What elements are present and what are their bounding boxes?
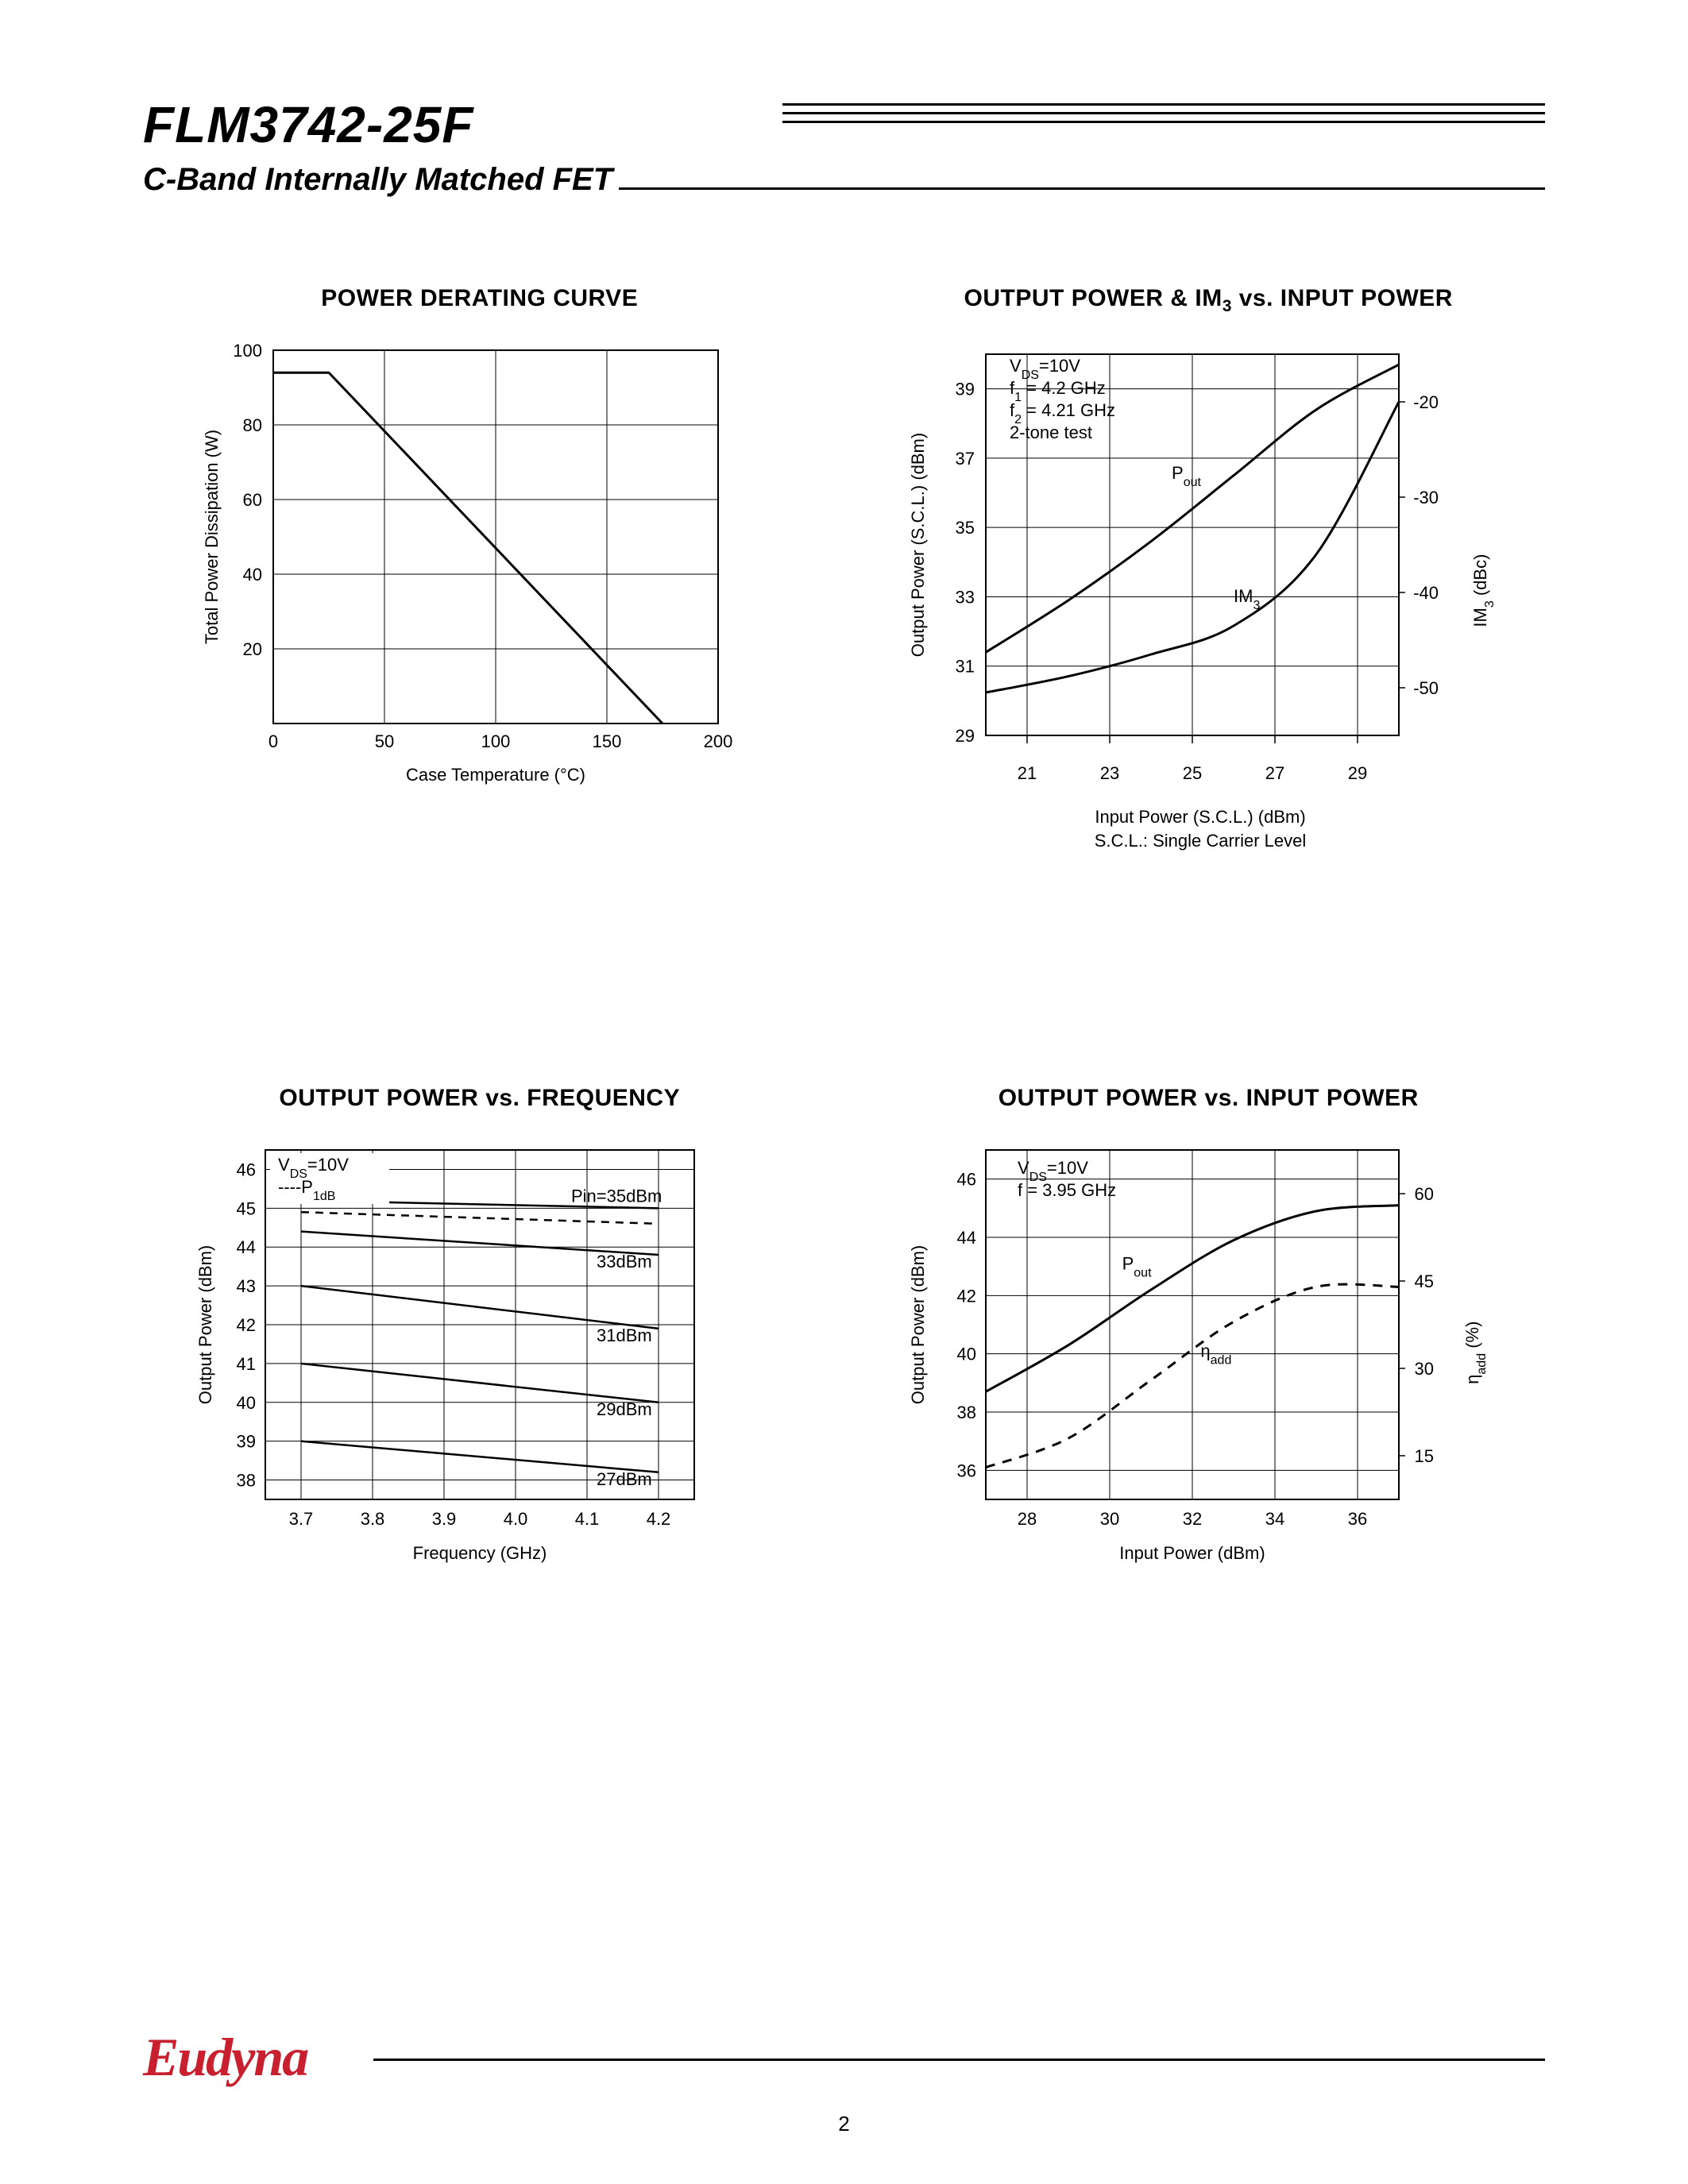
svg-text:100: 100 — [233, 341, 262, 361]
svg-text:Input Power (dBm): Input Power (dBm) — [1120, 1543, 1265, 1563]
chart1-title: POWER DERATING CURVE — [321, 285, 638, 312]
svg-text:ηadd (%): ηadd (%) — [1462, 1322, 1489, 1384]
svg-text:37: 37 — [956, 449, 975, 469]
svg-text:f = 3.95 GHz: f = 3.95 GHz — [1018, 1180, 1116, 1200]
svg-text:Frequency (GHz): Frequency (GHz) — [412, 1543, 547, 1563]
svg-text:25: 25 — [1183, 763, 1202, 783]
svg-text:200: 200 — [703, 731, 732, 751]
svg-text:28: 28 — [1018, 1509, 1037, 1529]
svg-text:36: 36 — [1348, 1509, 1367, 1529]
svg-text:0: 0 — [268, 731, 278, 751]
chart-im3: OUTPUT POWER & IM3 vs. INPUT POWER 21232… — [872, 285, 1546, 910]
chart-power-derating: POWER DERATING CURVE 0 50 100 150 200 20 40 60 8… — [143, 285, 817, 910]
svg-text:Input Power (S.C.L.) (dBm): Input Power (S.C.L.) (dBm) — [1095, 807, 1306, 827]
svg-text:-20: -20 — [1413, 392, 1439, 412]
svg-text:Output Power (S.C.L.) (dBm): Output Power (S.C.L.) (dBm) — [908, 433, 928, 657]
svg-text:40: 40 — [957, 1345, 976, 1364]
chart2-svg: 21 23 25 27 29 29 31 33 35 37 39 -50 -40 -30 -20 Input … — [890, 338, 1526, 910]
svg-text:23: 23 — [1100, 763, 1119, 783]
svg-text:33: 33 — [956, 587, 975, 607]
svg-text:32: 32 — [1183, 1509, 1202, 1529]
chart-pout-pin: OUTPUT POWER vs. INPUT POWER 28 30 32 34 36 3… — [872, 1085, 1546, 1611]
chart3-title: OUTPUT POWER vs. FREQUENCY — [279, 1085, 680, 1112]
svg-text:2-tone test: 2-tone test — [1010, 423, 1092, 442]
svg-text:IM3: IM3 — [1234, 586, 1260, 612]
svg-text:29: 29 — [956, 726, 975, 746]
svg-text:34: 34 — [1265, 1509, 1284, 1529]
svg-text:40: 40 — [236, 1393, 255, 1413]
svg-text:45: 45 — [236, 1198, 255, 1218]
svg-text:33dBm: 33dBm — [597, 1252, 652, 1271]
svg-text:46: 46 — [957, 1170, 976, 1190]
svg-text:ηadd: ηadd — [1201, 1341, 1232, 1367]
svg-text:44: 44 — [957, 1228, 976, 1248]
svg-text:-40: -40 — [1413, 583, 1439, 603]
footer-rule — [373, 2059, 1545, 2061]
svg-text:35: 35 — [956, 518, 975, 538]
header-rules — [782, 103, 1545, 123]
svg-text:60: 60 — [1415, 1184, 1434, 1204]
svg-text:Total Power Dissipation (W): Total Power Dissipation (W) — [202, 430, 222, 644]
chart4-svg: 28 30 32 34 36 36 38 40 42 44 46 15 30 45 60 Input Powe… — [890, 1134, 1526, 1611]
chart1-svg: 0 50 100 150 200 20 40 60 80 100 Case Temperature … — [186, 334, 774, 827]
svg-text:Pout: Pout — [1122, 1253, 1152, 1279]
svg-text:3.7: 3.7 — [288, 1509, 313, 1529]
svg-text:20: 20 — [242, 639, 261, 659]
svg-text:39: 39 — [236, 1432, 255, 1452]
svg-text:4.0: 4.0 — [503, 1509, 527, 1529]
svg-text:30: 30 — [1100, 1509, 1119, 1529]
svg-text:3.8: 3.8 — [360, 1509, 384, 1529]
svg-text:60: 60 — [242, 490, 261, 510]
header: FLM3742-25F C-Band Internally Matched FE… — [143, 95, 1545, 198]
svg-text:46: 46 — [236, 1160, 255, 1179]
svg-text:100: 100 — [481, 731, 510, 751]
logo: Eudyna — [143, 2026, 307, 2089]
svg-text:45: 45 — [1415, 1271, 1434, 1291]
svg-text:39: 39 — [956, 380, 975, 399]
svg-text:4.2: 4.2 — [646, 1509, 670, 1529]
svg-text:31dBm: 31dBm — [597, 1325, 652, 1345]
svg-text:38: 38 — [957, 1403, 976, 1422]
svg-text:50: 50 — [375, 731, 394, 751]
svg-text:-50: -50 — [1413, 678, 1439, 698]
svg-text:44: 44 — [236, 1237, 255, 1257]
svg-text:42: 42 — [236, 1315, 255, 1335]
svg-text:Output Power (dBm): Output Power (dBm) — [195, 1245, 215, 1405]
svg-text:150: 150 — [592, 731, 621, 751]
svg-text:27: 27 — [1265, 763, 1284, 783]
svg-text:S.C.L.: Single Carrier Level: S.C.L.: Single Carrier Level — [1095, 831, 1307, 851]
svg-text:27dBm: 27dBm — [597, 1469, 652, 1489]
svg-text:30: 30 — [1415, 1359, 1434, 1379]
chart4-title: OUTPUT POWER vs. INPUT POWER — [999, 1085, 1419, 1112]
svg-text:29: 29 — [1348, 763, 1367, 783]
svg-text:38: 38 — [236, 1471, 255, 1491]
svg-text:Case Temperature (°C): Case Temperature (°C) — [406, 765, 585, 785]
svg-text:-30: -30 — [1413, 488, 1439, 507]
svg-text:4.1: 4.1 — [574, 1509, 599, 1529]
svg-text:3.9: 3.9 — [431, 1509, 456, 1529]
svg-text:15: 15 — [1415, 1446, 1434, 1466]
svg-text:29dBm: 29dBm — [597, 1399, 652, 1419]
svg-text:40: 40 — [242, 565, 261, 585]
svg-text:Pin=35dBm: Pin=35dBm — [571, 1186, 662, 1206]
svg-text:31: 31 — [956, 657, 975, 677]
svg-text:41: 41 — [236, 1354, 255, 1374]
subtitle-rule — [619, 187, 1545, 190]
svg-text:42: 42 — [957, 1286, 976, 1306]
svg-text:80: 80 — [242, 415, 261, 435]
svg-text:36: 36 — [957, 1461, 976, 1480]
svg-text:Output Power (dBm): Output Power (dBm) — [908, 1245, 928, 1405]
subtitle: C-Band Internally Matched FET — [143, 162, 612, 198]
svg-text:IM3 (dBc): IM3 (dBc) — [1470, 554, 1497, 627]
svg-text:21: 21 — [1018, 763, 1037, 783]
chart3-svg: 3.7 3.8 3.9 4.0 4.1 4.2 38 39 40 41 42 43 44 45 46 Pin=… — [178, 1134, 782, 1611]
svg-text:Pout: Pout — [1172, 463, 1201, 489]
page-number: 2 — [0, 2112, 1688, 2136]
chart2-title: OUTPUT POWER & IM3 vs. INPUT POWER — [964, 285, 1453, 316]
chart-pout-freq: OUTPUT POWER vs. FREQUENCY 3.7 3.8 3.9 4.0 4… — [143, 1085, 817, 1611]
svg-text:43: 43 — [236, 1276, 255, 1296]
